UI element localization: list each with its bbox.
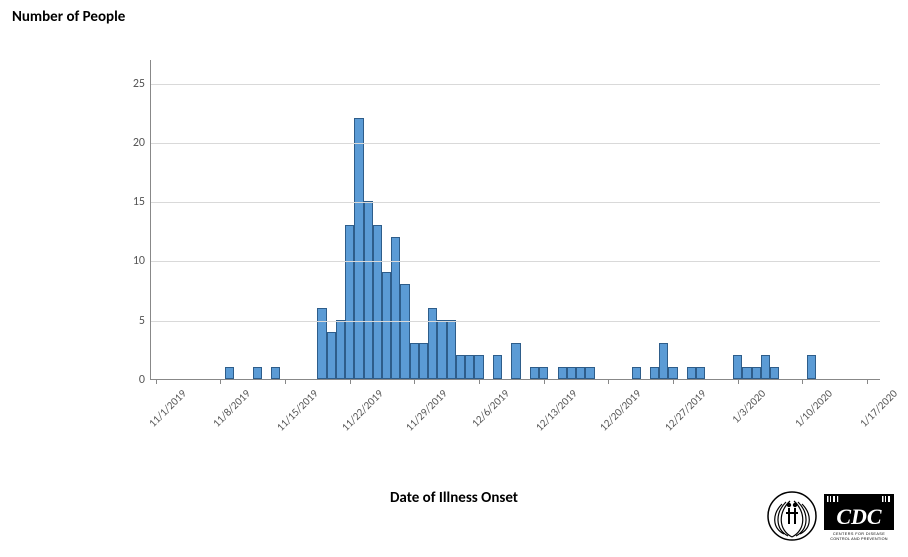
x-tick-mark bbox=[867, 379, 868, 384]
bar bbox=[632, 367, 641, 379]
y-tick-label: 10 bbox=[133, 254, 145, 268]
gridline bbox=[151, 261, 880, 262]
x-tick-mark bbox=[350, 379, 351, 384]
gridline bbox=[151, 202, 880, 203]
bar bbox=[668, 367, 677, 379]
bar bbox=[465, 355, 474, 379]
bar bbox=[511, 343, 520, 379]
bar bbox=[558, 367, 567, 379]
bar bbox=[493, 355, 502, 379]
bar bbox=[345, 225, 354, 379]
x-tick-label: 1/10/2020 bbox=[793, 387, 836, 430]
bars-container bbox=[151, 60, 880, 379]
x-tick-label: 12/6/2019 bbox=[469, 387, 512, 430]
svg-text:CENTERS FOR DISEASE: CENTERS FOR DISEASE bbox=[833, 532, 885, 536]
bar bbox=[585, 367, 594, 379]
x-tick-mark bbox=[544, 379, 545, 384]
bar bbox=[354, 118, 363, 379]
gridline bbox=[151, 84, 880, 85]
bar bbox=[687, 367, 696, 379]
x-tick-label: 1/17/2020 bbox=[857, 387, 900, 430]
bar bbox=[336, 320, 345, 379]
y-tick-label: 20 bbox=[133, 136, 145, 150]
bar bbox=[373, 225, 382, 379]
bar bbox=[456, 355, 465, 379]
bar bbox=[742, 367, 751, 379]
x-tick-label: 1/3/2020 bbox=[729, 387, 768, 426]
footer-logos: CDC CENTERS FOR DISEASE CONTROL AND PREV… bbox=[766, 490, 894, 547]
y-axis-title: Number of People bbox=[12, 8, 125, 26]
x-tick-label: 11/8/2019 bbox=[210, 387, 253, 430]
bar bbox=[474, 355, 483, 379]
x-tick-mark bbox=[479, 379, 480, 384]
bar bbox=[271, 367, 280, 379]
x-tick-mark bbox=[220, 379, 221, 384]
cdc-logo-icon: CDC CENTERS FOR DISEASE CONTROL AND PREV… bbox=[824, 494, 894, 547]
x-tick-label: 11/29/2019 bbox=[403, 387, 450, 434]
bar bbox=[530, 367, 539, 379]
bar bbox=[696, 367, 705, 379]
x-tick-label: 12/20/2019 bbox=[597, 387, 644, 434]
svg-text:CONTROL AND PREVENTION: CONTROL AND PREVENTION bbox=[830, 537, 887, 541]
bar bbox=[225, 367, 234, 379]
bar bbox=[327, 332, 336, 379]
bar bbox=[770, 367, 779, 379]
bar bbox=[437, 320, 446, 379]
gridline bbox=[151, 321, 880, 322]
bar bbox=[419, 343, 428, 379]
x-tick-mark bbox=[738, 379, 739, 384]
bar bbox=[382, 272, 391, 379]
x-tick-mark bbox=[802, 379, 803, 384]
bar bbox=[447, 320, 456, 379]
bar bbox=[539, 367, 548, 379]
x-tick-label: 11/15/2019 bbox=[274, 387, 321, 434]
svg-text:CDC: CDC bbox=[836, 504, 882, 529]
x-tick-label: 11/22/2019 bbox=[339, 387, 386, 434]
y-tick-label: 5 bbox=[139, 314, 145, 328]
bar bbox=[364, 201, 373, 379]
x-tick-mark bbox=[285, 379, 286, 384]
bar bbox=[253, 367, 262, 379]
bar bbox=[659, 343, 668, 379]
bar bbox=[400, 284, 409, 379]
bar bbox=[733, 355, 742, 379]
bar bbox=[567, 367, 576, 379]
bar bbox=[317, 308, 326, 379]
x-tick-label: 12/27/2019 bbox=[662, 387, 709, 434]
x-tick-mark bbox=[673, 379, 674, 384]
bar bbox=[807, 355, 816, 379]
bar bbox=[428, 308, 437, 379]
y-tick-label: 0 bbox=[139, 373, 145, 387]
x-tick-mark bbox=[608, 379, 609, 384]
x-axis-title: Date of Illness Onset bbox=[390, 489, 518, 507]
gridline bbox=[151, 143, 880, 144]
x-tick-mark bbox=[414, 379, 415, 384]
plot-area: 051015202511/1/201911/8/201911/15/201911… bbox=[150, 60, 880, 380]
bar bbox=[410, 343, 419, 379]
bar bbox=[576, 367, 585, 379]
hhs-logo-icon bbox=[766, 490, 818, 547]
x-tick-mark bbox=[156, 379, 157, 384]
x-tick-label: 12/13/2019 bbox=[533, 387, 580, 434]
bar bbox=[650, 367, 659, 379]
bar bbox=[752, 367, 761, 379]
bar bbox=[391, 237, 400, 379]
y-tick-label: 25 bbox=[133, 77, 145, 91]
x-tick-label: 11/1/2019 bbox=[146, 387, 189, 430]
y-tick-label: 15 bbox=[133, 195, 145, 209]
bar bbox=[761, 355, 770, 379]
